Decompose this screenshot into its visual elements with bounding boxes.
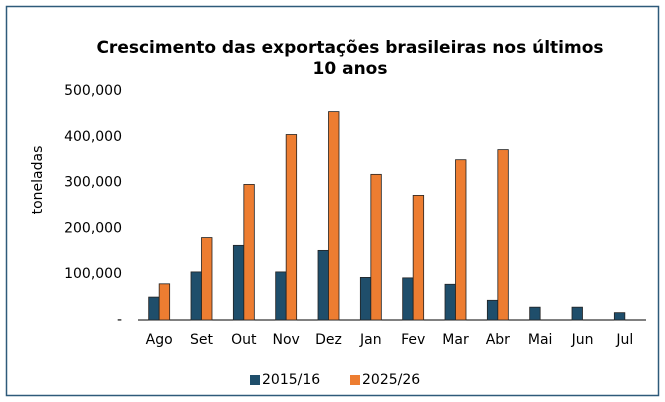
bar (158, 283, 171, 321)
x-tick-label: Set (190, 332, 214, 348)
bar (285, 134, 298, 321)
x-tick-label: Abr (486, 332, 510, 348)
x-tick-label: Mai (528, 332, 553, 348)
y-tick-label: 300,000 (64, 175, 122, 191)
x-tick-label: Out (231, 332, 257, 348)
bar (412, 195, 425, 321)
legend-swatch (350, 375, 360, 385)
bar (201, 237, 213, 321)
y-axis-label: toneladas (30, 146, 46, 215)
y-tick-label: 100,000 (64, 266, 122, 282)
y-tick-label: 500,000 (64, 83, 122, 99)
legend-label: 2025/26 (362, 372, 420, 388)
bar (243, 184, 255, 321)
bar (613, 312, 626, 321)
x-tick-label: Jan (359, 332, 382, 348)
legend-label: 2015/16 (262, 372, 320, 388)
x-tick-label: Ago (146, 332, 173, 348)
x-tick-label: Mar (442, 332, 469, 348)
chart-title: Crescimento das exportações brasileiras … (96, 38, 604, 79)
bar (486, 299, 499, 321)
bar (232, 244, 245, 321)
bar (275, 271, 287, 321)
x-tick-label: Fev (401, 332, 425, 348)
x-tick-label: Jun (571, 332, 594, 348)
bar (328, 111, 340, 321)
bar (359, 277, 372, 321)
x-tick-label: Jul (615, 332, 633, 348)
bar (455, 159, 467, 321)
bar (370, 173, 382, 321)
bar (317, 249, 329, 321)
y-tick-label: 400,000 (64, 129, 122, 145)
y-tick-label: - (117, 312, 122, 328)
y-tick-label: 200,000 (64, 220, 122, 236)
x-tick-label: Dez (315, 332, 342, 348)
bar (529, 306, 541, 321)
bar (571, 306, 583, 321)
bar (148, 296, 160, 321)
legend-swatch (250, 375, 260, 385)
bar (444, 283, 456, 321)
bar (402, 277, 414, 321)
bar (190, 271, 202, 321)
x-tick-label: Nov (273, 332, 300, 348)
bar (497, 149, 509, 321)
